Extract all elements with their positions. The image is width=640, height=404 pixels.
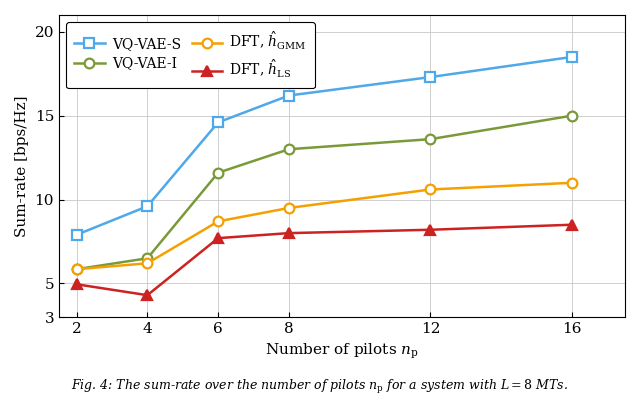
VQ-VAE-I (427, 137, 435, 141)
X-axis label: Number of pilots $n_\mathrm{p}$: Number of pilots $n_\mathrm{p}$ (265, 341, 419, 361)
Y-axis label: Sum-rate [bps/Hz]: Sum-rate [bps/Hz] (15, 95, 29, 237)
DFT, $\hat{h}_{\mathrm{LS}}$ (285, 231, 292, 236)
DFT, $\hat{h}_{\mathrm{GMM}}$ (73, 267, 81, 271)
DFT, $\hat{h}_{\mathrm{GMM}}$ (214, 219, 222, 224)
VQ-VAE-S (214, 120, 222, 125)
VQ-VAE-I (73, 267, 81, 271)
VQ-VAE-I (568, 113, 576, 118)
DFT, $\hat{h}_{\mathrm{LS}}$ (214, 236, 222, 240)
DFT, $\hat{h}_{\mathrm{LS}}$ (73, 282, 81, 287)
DFT, $\hat{h}_{\mathrm{GMM}}$ (568, 180, 576, 185)
VQ-VAE-S (568, 55, 576, 59)
DFT, $\hat{h}_{\mathrm{LS}}$ (143, 293, 151, 298)
Line: DFT, $\hat{h}_{\mathrm{GMM}}$: DFT, $\hat{h}_{\mathrm{GMM}}$ (72, 178, 577, 274)
VQ-VAE-S (285, 93, 292, 98)
VQ-VAE-S (427, 75, 435, 80)
Text: Fig. 4: The sum-rate over the number of pilots $n_\mathrm{p}$ for a system with : Fig. 4: The sum-rate over the number of … (72, 378, 568, 396)
VQ-VAE-I (143, 256, 151, 261)
DFT, $\hat{h}_{\mathrm{GMM}}$ (285, 206, 292, 210)
Legend: VQ-VAE-S, VQ-VAE-I, DFT, $\hat{h}_{\mathrm{GMM}}$, DFT, $\hat{h}_{\mathrm{LS}}$: VQ-VAE-S, VQ-VAE-I, DFT, $\hat{h}_{\math… (66, 22, 315, 88)
DFT, $\hat{h}_{\mathrm{LS}}$ (427, 227, 435, 232)
DFT, $\hat{h}_{\mathrm{GMM}}$ (143, 261, 151, 266)
Line: VQ-VAE-I: VQ-VAE-I (72, 111, 577, 274)
VQ-VAE-I (214, 170, 222, 175)
Line: DFT, $\hat{h}_{\mathrm{LS}}$: DFT, $\hat{h}_{\mathrm{LS}}$ (72, 220, 577, 300)
DFT, $\hat{h}_{\mathrm{GMM}}$ (427, 187, 435, 192)
Line: VQ-VAE-S: VQ-VAE-S (72, 52, 577, 240)
VQ-VAE-S (143, 204, 151, 209)
VQ-VAE-I (285, 147, 292, 152)
VQ-VAE-S (73, 232, 81, 237)
DFT, $\hat{h}_{\mathrm{LS}}$ (568, 222, 576, 227)
